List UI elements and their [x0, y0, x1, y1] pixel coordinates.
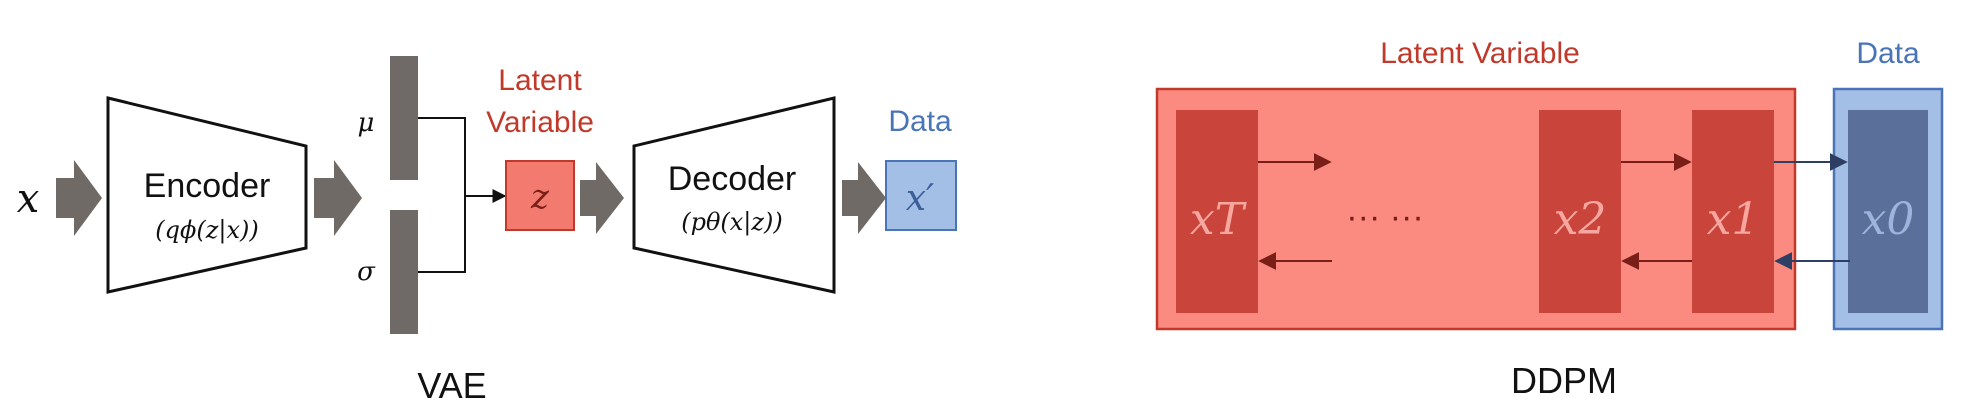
x1-label: x1: [1707, 194, 1760, 245]
x2-label: x2: [1554, 194, 1607, 245]
encoder-label: Encoder: [144, 167, 271, 205]
decoder-label: Decoder: [668, 160, 797, 198]
ddpm-caption: DDPM: [1511, 360, 1617, 401]
sigma-connector: [418, 196, 466, 273]
mu-connector: [418, 117, 466, 196]
z-symbol: z: [530, 177, 550, 217]
decoder-formula: (pθ(x|z)): [681, 208, 783, 237]
input-to-encoder-arrow: [56, 160, 102, 236]
vae-latent-label-line2: Variable: [486, 106, 594, 139]
ellipsis: ··· ···: [1346, 198, 1423, 236]
output-box: [885, 160, 957, 231]
sigma-bar: [390, 210, 418, 334]
x2-block: [1539, 110, 1621, 313]
ddpm-latent-container: [1155, 87, 1797, 331]
xT-block: [1176, 110, 1258, 313]
ddpm-data-label: Data: [1856, 37, 1920, 70]
xT-label: xT: [1190, 194, 1248, 245]
encoder-formula: (qϕ(z|x)): [155, 216, 258, 245]
ddpm-panel: Latent Variable Data xT ··· ··· x2 x1 x0…: [1155, 37, 1944, 401]
z-box: [505, 160, 575, 231]
decoder-to-output-arrow: [842, 162, 886, 234]
vae-data-label: Data: [888, 105, 952, 138]
z-to-decoder-arrow: [580, 162, 624, 234]
x1-block: [1692, 110, 1774, 313]
x0-label: x0: [1862, 194, 1915, 245]
encoder-trapezoid: [106, 96, 308, 294]
mu-bar: [390, 56, 418, 180]
vae-caption: VAE: [417, 365, 486, 406]
decoder-trapezoid: [632, 96, 836, 294]
mu-symbol: μ: [358, 108, 375, 138]
ddpm-latent-label: Latent Variable: [1380, 37, 1580, 70]
encoder-to-latent-arrow: [314, 160, 362, 236]
vae-latent-label-line1: Latent: [498, 64, 582, 97]
output-x-prime: x′: [906, 178, 934, 219]
sigma-symbol: σ: [357, 257, 376, 287]
vae-input-x: x: [17, 176, 40, 222]
x0-block: [1848, 110, 1928, 313]
vae-panel: x Encoder (qϕ(z|x)) μ σ Latent Variable …: [17, 56, 957, 406]
